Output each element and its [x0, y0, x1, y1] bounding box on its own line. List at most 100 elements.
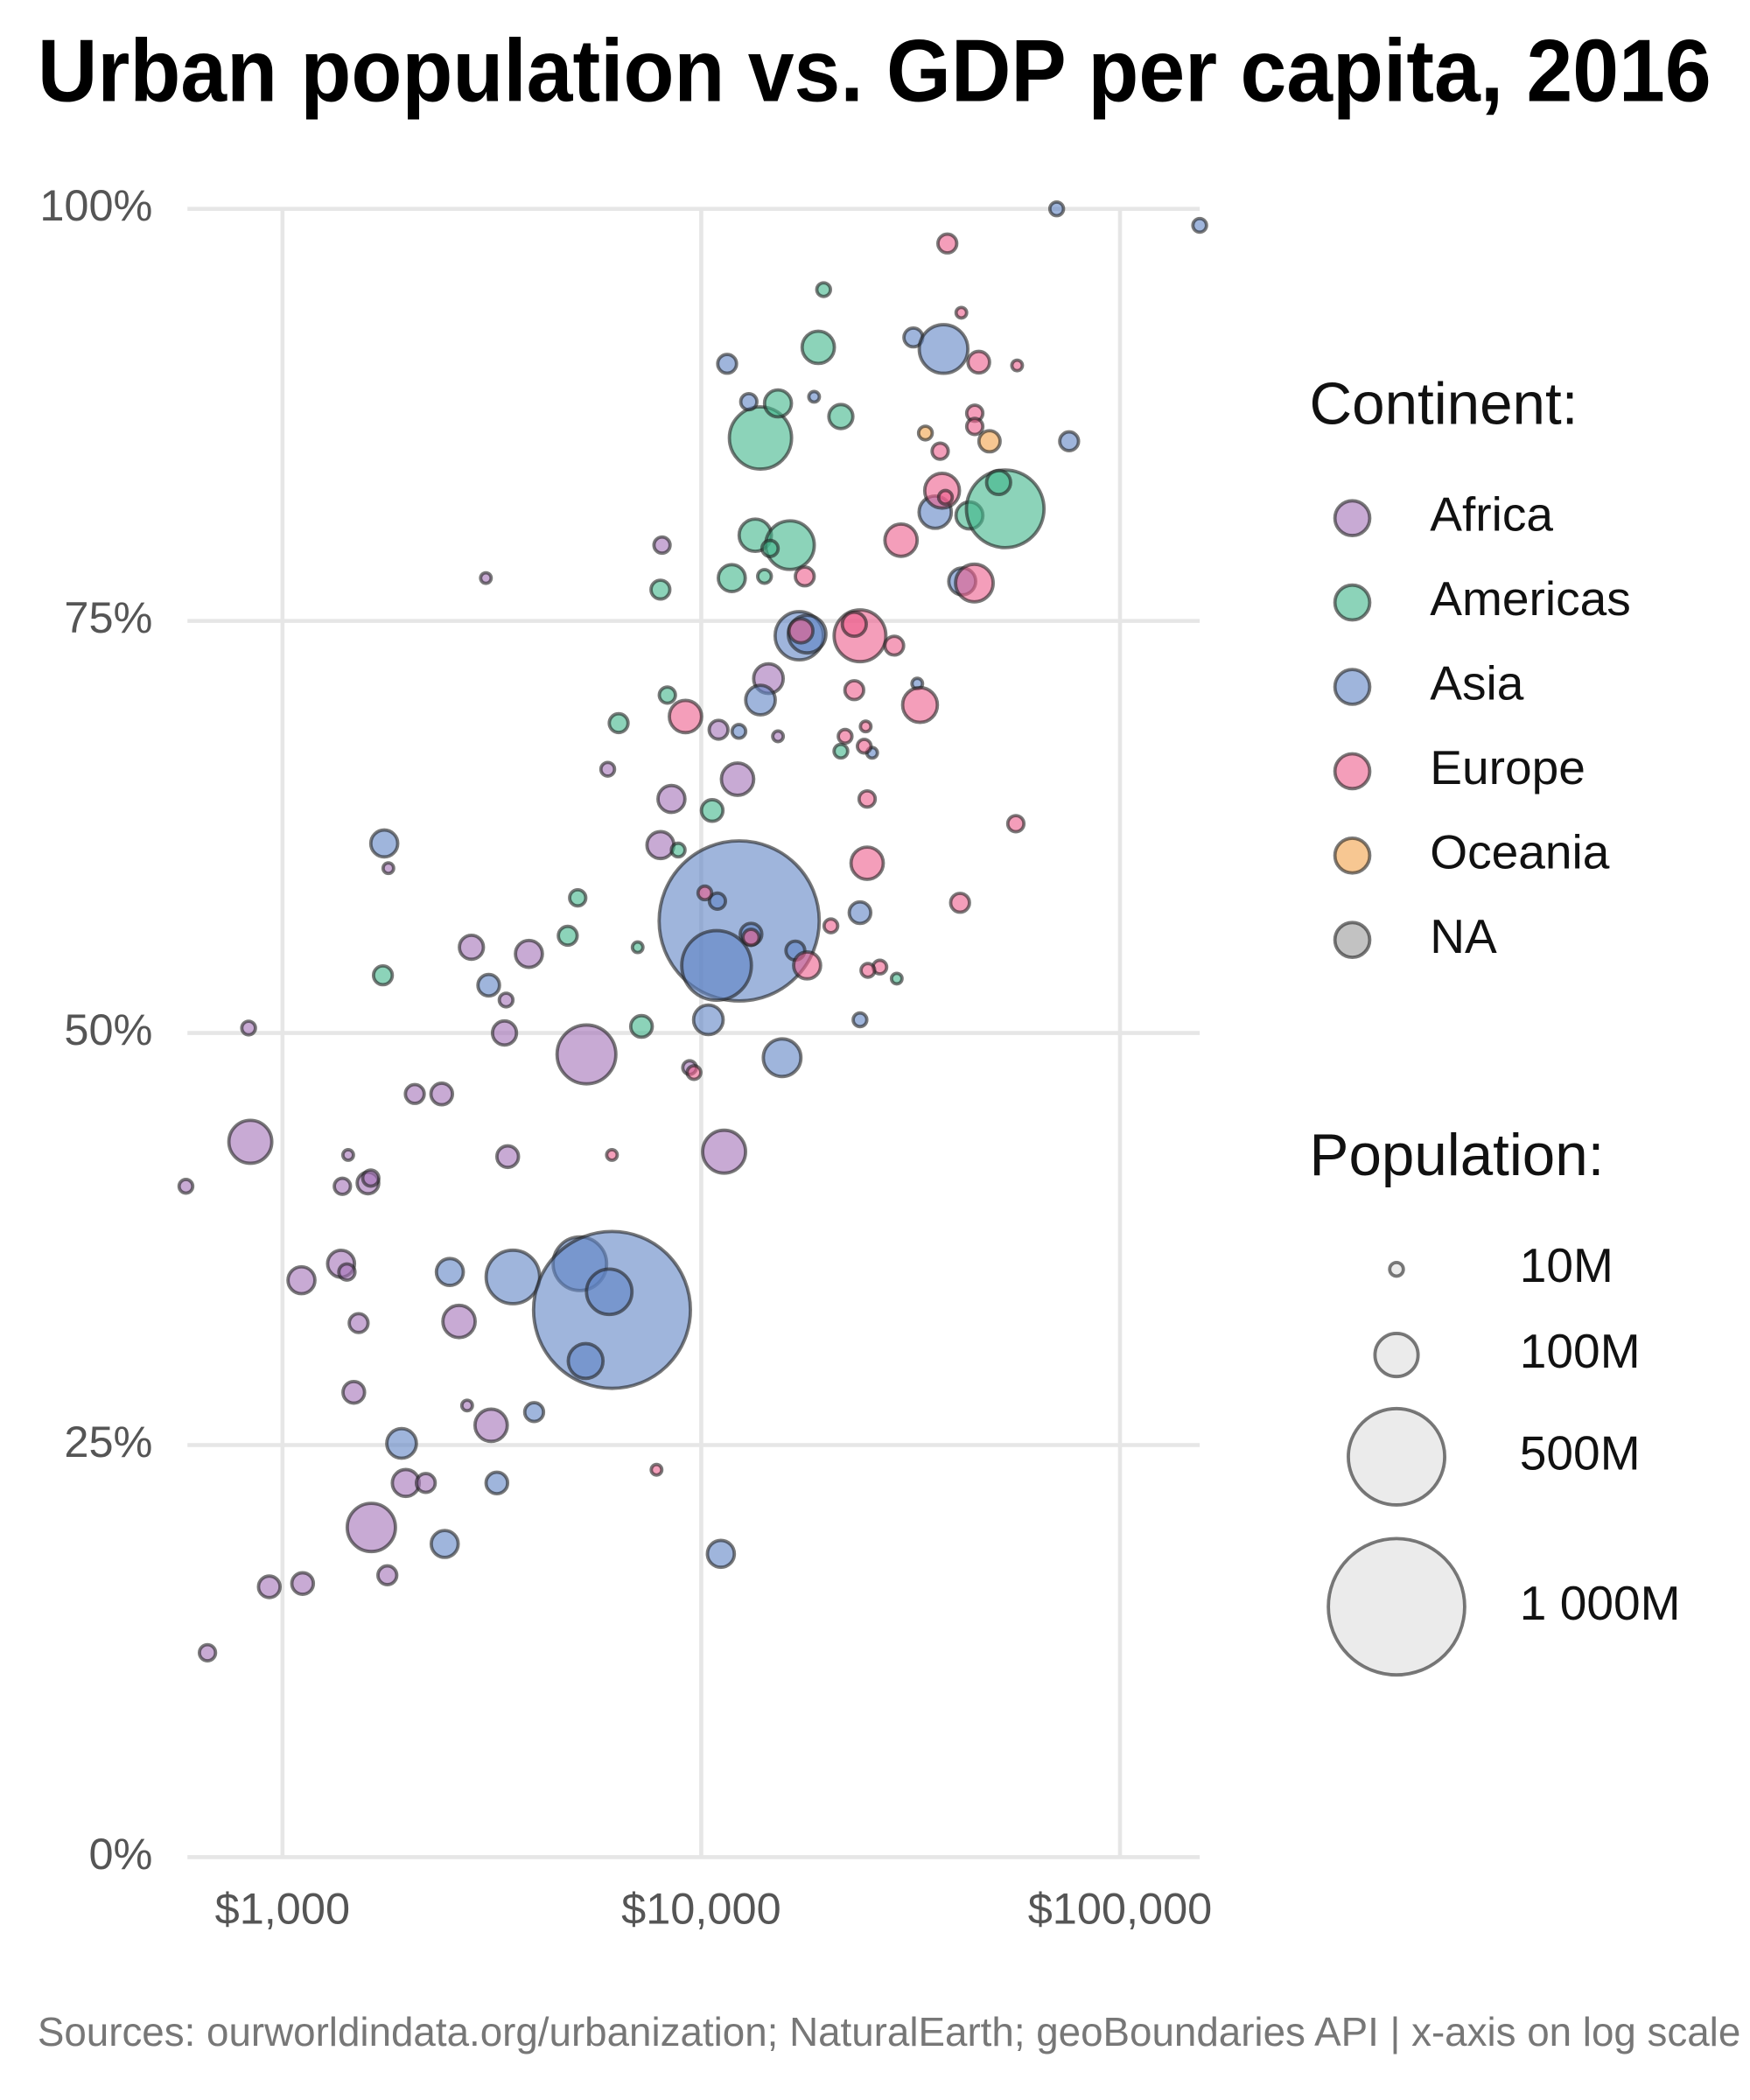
- x-tick-label: $1,000: [215, 1884, 350, 1934]
- legend-label: Europe: [1430, 740, 1586, 794]
- bubble: [855, 738, 873, 755]
- caption: Sources: ourworldindata.org/urbanization…: [38, 2009, 1740, 2054]
- bubble: [964, 416, 985, 437]
- bubble: [691, 1003, 725, 1037]
- bubble: [668, 698, 704, 735]
- bubble: [916, 424, 934, 442]
- bubble: [849, 845, 886, 881]
- bubble: [376, 1564, 399, 1586]
- bubble: [385, 1426, 418, 1460]
- bubble: [341, 1379, 367, 1405]
- bubble: [954, 305, 969, 320]
- bubble: [954, 562, 995, 604]
- size-legend-circle: [1326, 1536, 1466, 1677]
- y-tick-label: 75%: [64, 592, 152, 642]
- bubble: [917, 323, 970, 375]
- bubble: [484, 1248, 542, 1306]
- bubble: [883, 634, 906, 657]
- bubble: [584, 1267, 634, 1317]
- bubble: [707, 891, 728, 912]
- bubble: [649, 578, 672, 601]
- y-tick-label: 100%: [39, 180, 152, 230]
- legend-swatch: [1333, 499, 1372, 538]
- bubble: [479, 570, 494, 585]
- bubble: [1047, 200, 1066, 218]
- bubble: [630, 940, 645, 955]
- bubble: [717, 563, 747, 593]
- bubble: [762, 388, 794, 419]
- bubble: [240, 1019, 257, 1037]
- bubble: [458, 933, 486, 962]
- bubble: [556, 924, 579, 948]
- legend-title: Continent:: [1310, 371, 1578, 437]
- bubble: [948, 892, 971, 914]
- bubble: [337, 1262, 357, 1282]
- bubble: [652, 535, 672, 556]
- bubble: [815, 281, 832, 298]
- size-legend-label: 1 000M: [1520, 1576, 1681, 1630]
- legend-swatch: [1333, 583, 1372, 622]
- bubble: [555, 1023, 618, 1086]
- bubble: [794, 565, 816, 588]
- bubble: [605, 1148, 620, 1162]
- bubble: [771, 729, 786, 744]
- legend-swatch: [1333, 920, 1372, 960]
- size-legend-title: Population:: [1310, 1123, 1605, 1188]
- bubble: [568, 887, 588, 908]
- bubble: [741, 928, 761, 948]
- bubble: [836, 727, 854, 746]
- bubble: [497, 991, 515, 1009]
- bubble: [761, 1037, 803, 1079]
- legend-swatch: [1333, 752, 1372, 791]
- bubble: [484, 1470, 510, 1496]
- bubble: [290, 1571, 316, 1596]
- size-legend-label: 100M: [1520, 1324, 1641, 1378]
- bubble: [566, 1341, 606, 1381]
- legend-label: Africa: [1430, 487, 1553, 542]
- bubble: [976, 429, 1002, 454]
- legend-label: Americas: [1430, 571, 1631, 626]
- y-tick-label: 25%: [64, 1417, 152, 1466]
- bubble: [800, 329, 836, 366]
- bubble: [984, 468, 1012, 497]
- bubble: [859, 962, 877, 979]
- bubble: [371, 963, 395, 987]
- bubble: [368, 828, 400, 859]
- size-legend-label: 500M: [1520, 1425, 1641, 1480]
- bubble: [760, 538, 780, 558]
- bubble: [177, 1178, 195, 1195]
- bubble: [472, 1407, 509, 1444]
- bubble: [256, 1574, 282, 1600]
- bubble: [598, 760, 617, 778]
- bubble: [832, 742, 850, 760]
- bubble: [403, 1082, 426, 1105]
- bubble: [459, 1398, 474, 1413]
- bubble: [414, 1472, 438, 1494]
- bubble: [807, 389, 822, 404]
- legend-label: Asia: [1430, 656, 1524, 710]
- bubble: [936, 232, 959, 255]
- bubble: [649, 1462, 664, 1477]
- bubble: [851, 1011, 869, 1029]
- size-legend-circle: [1373, 1332, 1420, 1379]
- bubble: [340, 1148, 355, 1162]
- size-legend-circle: [1388, 1260, 1405, 1278]
- bubble: [889, 971, 904, 986]
- bubble: [936, 488, 955, 507]
- size-legend-circle: [1347, 1406, 1447, 1507]
- legend-swatch: [1333, 668, 1372, 706]
- bubble: [964, 468, 1046, 550]
- legend: Continent: Africa Americas Asia Europe Oceani…: [1310, 371, 1681, 1677]
- bubble: [476, 972, 501, 998]
- bubble: [727, 405, 794, 471]
- bubble: [827, 402, 855, 430]
- bubble: [628, 1013, 654, 1040]
- legend-label: NA: [1430, 909, 1497, 963]
- bubble: [227, 1118, 274, 1166]
- bubble: [514, 938, 544, 970]
- bubble: [645, 830, 676, 861]
- bubble: [490, 1018, 519, 1047]
- bubble: [843, 679, 865, 702]
- chart-title: Urban population vs. GDP per capita, 201…: [38, 22, 1712, 120]
